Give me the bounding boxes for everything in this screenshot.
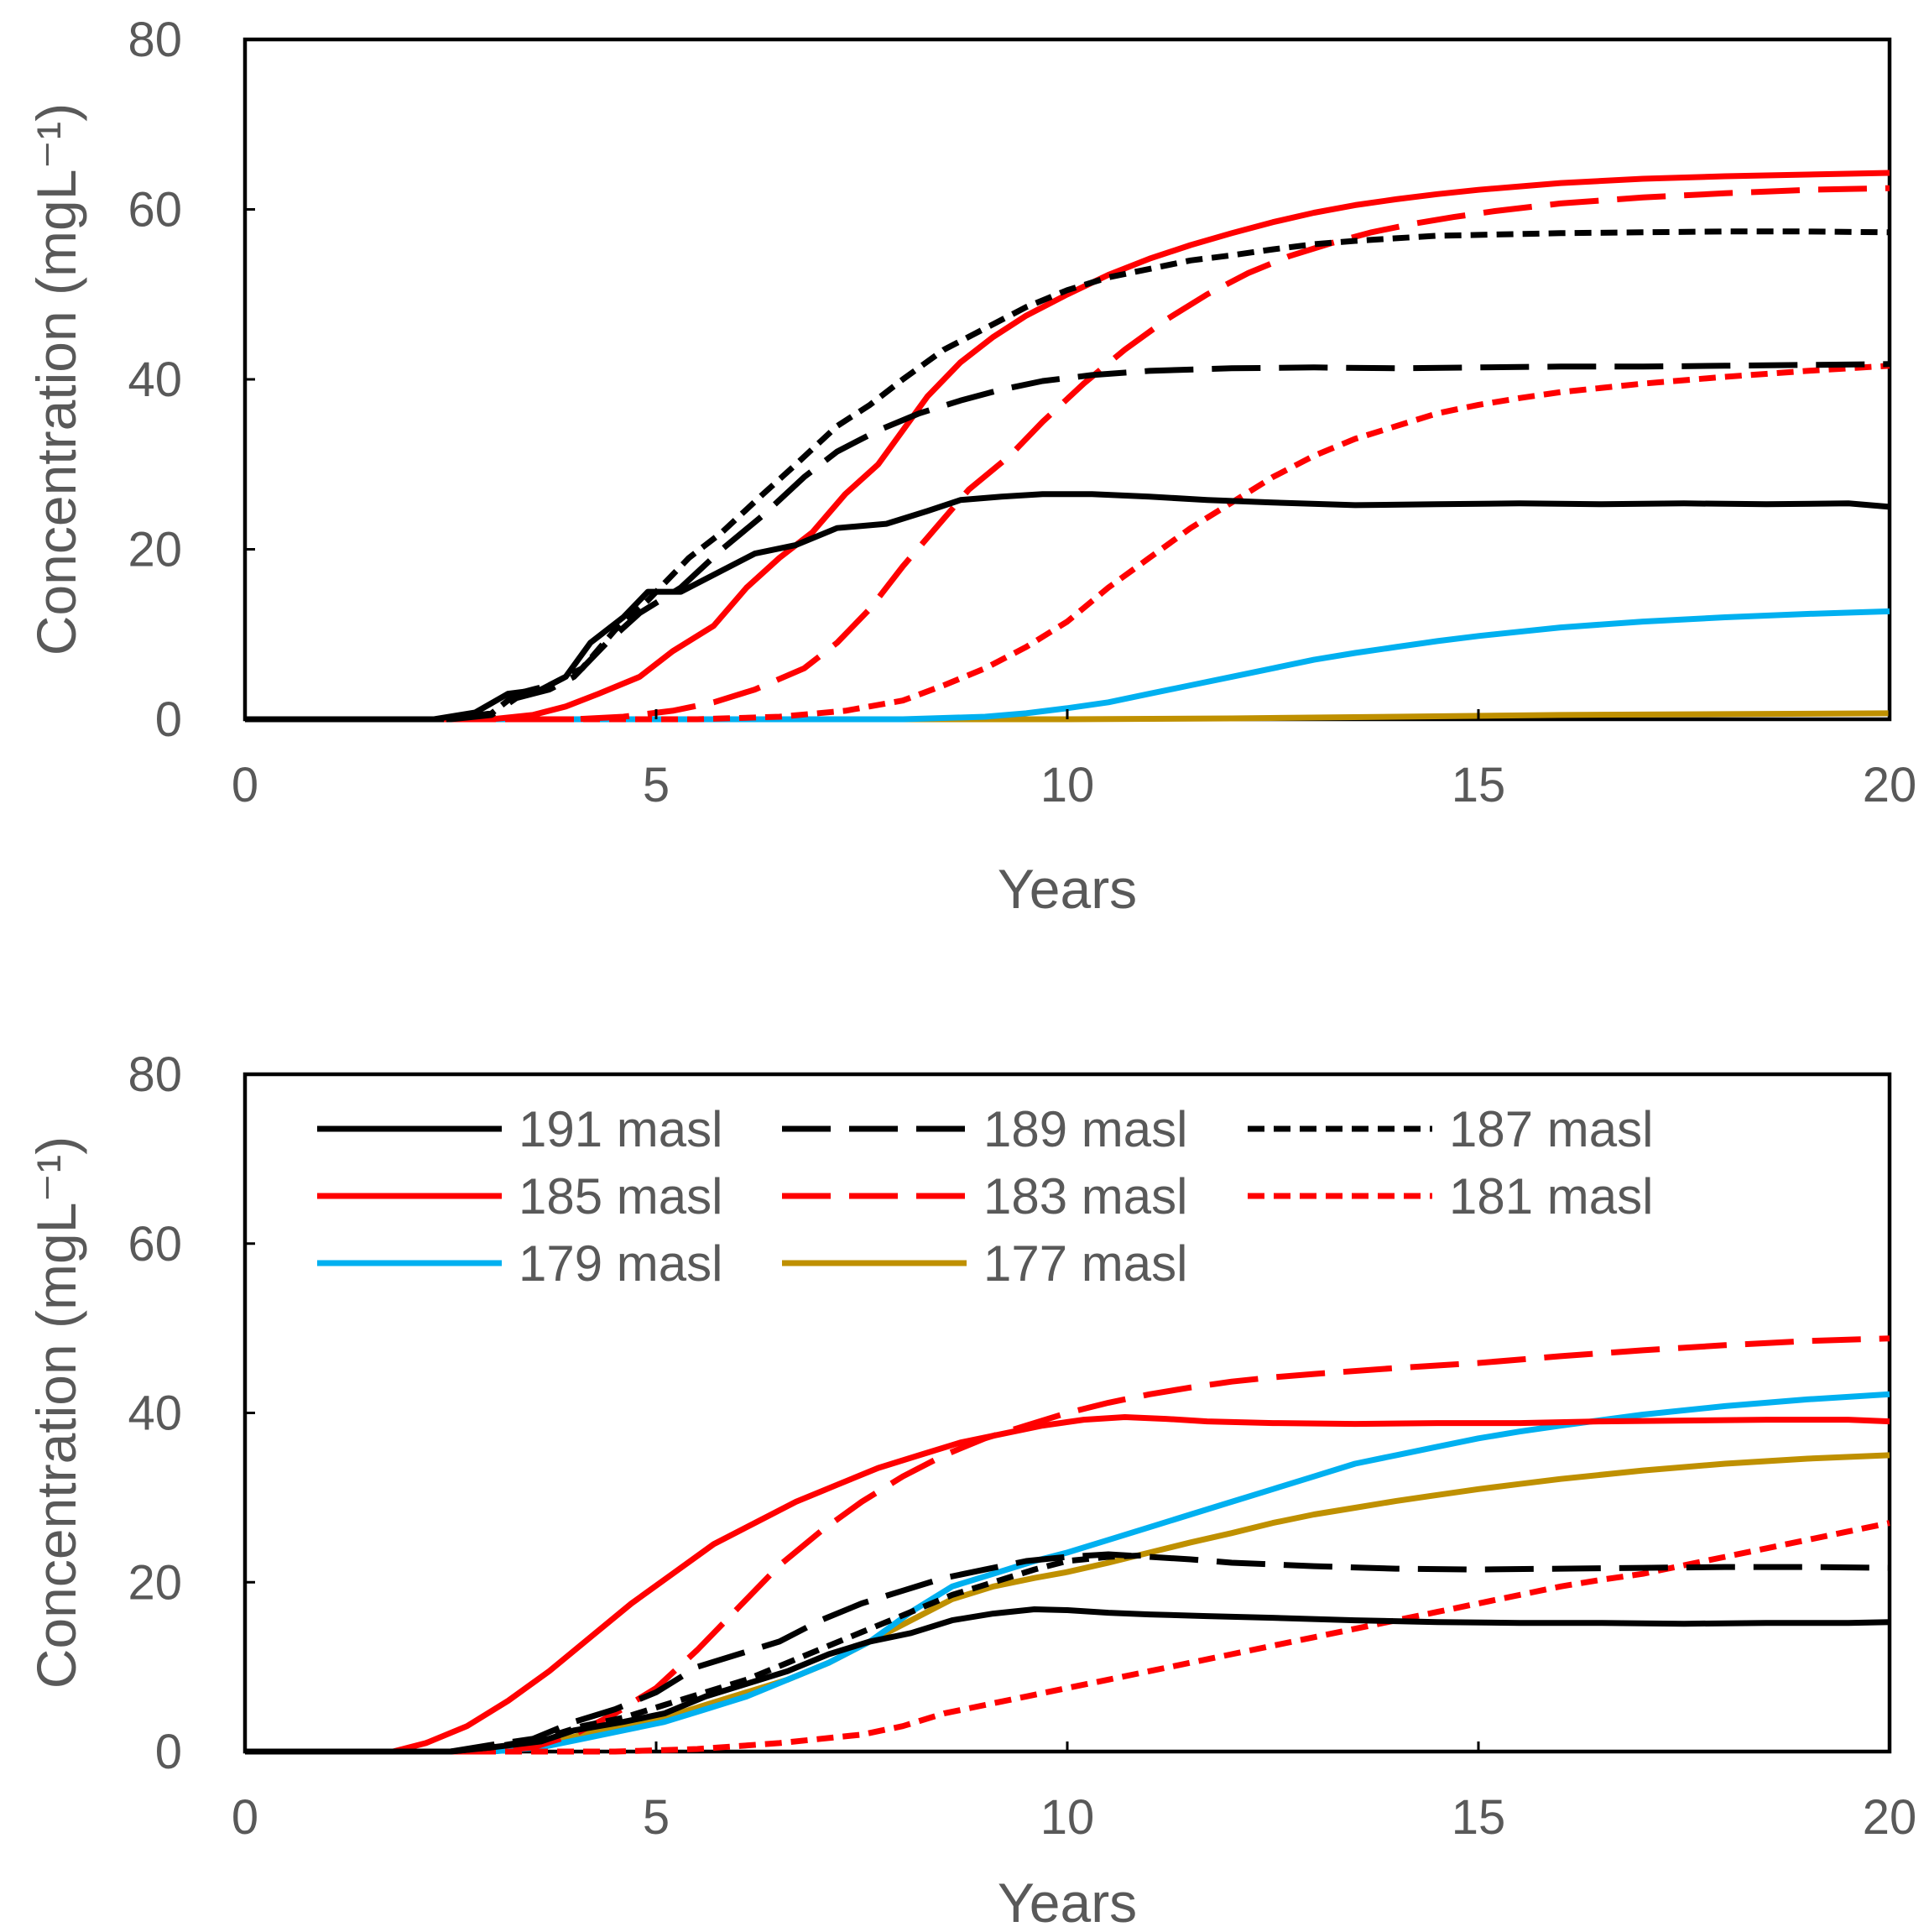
top-chart-series-183-masl — [245, 185, 1890, 723]
bottom-chart-x-axis-title: Years — [998, 1872, 1137, 1932]
bottom-chart-y-tick-label: 80 — [128, 1047, 182, 1102]
top-chart: 0 5 10 15 20 0 20 40 60 80 Years Concentration (m… — [25, 13, 1916, 920]
top-chart-x-tick-label: 5 — [643, 758, 670, 812]
top-chart-y-axis-title: Concentration (mgL⁻¹) — [25, 103, 87, 655]
bottom-chart-series-189-masl — [245, 1551, 1890, 1755]
bottom-chart-x-tick-label: 10 — [1040, 1790, 1095, 1845]
bottom-chart-y-axis-title: Concentration (mgL⁻¹) — [25, 1136, 87, 1689]
legend-label-181-masl: 181 masl — [1449, 1168, 1653, 1224]
top-chart-x-tick-label: 20 — [1863, 758, 1917, 812]
legend-label-189-masl: 189 masl — [983, 1101, 1187, 1157]
bottom-chart-x-tick-label: 5 — [643, 1790, 670, 1845]
bottom-chart-series-191-masl — [245, 1606, 1890, 1755]
top-chart-tick-layer: 0 5 10 15 20 0 20 40 60 80 — [128, 13, 1916, 812]
bottom-chart-y-tick-label: 0 — [155, 1725, 182, 1779]
bottom-chart-series-layer — [245, 1335, 1890, 1755]
bottom-chart: 0 5 10 15 20 0 20 40 60 80 191 masl 189 masl 187 ma… — [25, 1047, 1916, 1932]
legend-label-183-masl: 183 masl — [983, 1168, 1187, 1224]
top-chart-plot-area — [242, 37, 1892, 722]
top-chart-x-tick-label: 0 — [232, 758, 258, 812]
bottom-chart-tick-layer: 0 5 10 15 20 0 20 40 60 80 — [128, 1047, 1916, 1845]
bottom-chart-series-181-masl — [245, 1520, 1890, 1755]
bottom-chart-y-tick-label: 60 — [128, 1217, 182, 1271]
bottom-chart-y-tick-label: 20 — [128, 1555, 182, 1610]
top-chart-y-tick-label: 40 — [128, 352, 182, 407]
legend-label-187-masl: 187 masl — [1449, 1101, 1653, 1157]
legend-label-177-masl: 177 masl — [983, 1235, 1187, 1292]
legend-label-185-masl: 185 masl — [519, 1168, 722, 1224]
bottom-chart-x-tick-label: 0 — [232, 1790, 258, 1845]
top-chart-series-185-masl — [245, 170, 1890, 723]
top-chart-series-187-masl — [245, 228, 1890, 723]
top-chart-series-layer — [245, 170, 1890, 723]
top-chart-series-179-masl — [245, 608, 1890, 723]
bottom-chart-series-179-masl — [245, 1391, 1890, 1755]
bottom-chart-series-185-masl — [245, 1414, 1890, 1755]
top-chart-y-tick-label: 60 — [128, 183, 182, 238]
top-chart-x-tick-label: 10 — [1040, 758, 1095, 812]
bottom-chart-series-183-masl — [245, 1335, 1890, 1755]
legend-label-191-masl: 191 masl — [519, 1101, 722, 1157]
top-chart-x-axis-title: Years — [998, 858, 1137, 920]
legend-label-179-masl: 179 masl — [519, 1235, 722, 1292]
bottom-chart-x-tick-label: 15 — [1452, 1790, 1506, 1845]
bottom-chart-x-tick-label: 20 — [1863, 1790, 1917, 1845]
top-chart-x-tick-label: 15 — [1452, 758, 1506, 812]
top-chart-series-191-masl — [245, 491, 1890, 723]
top-chart-y-tick-label: 20 — [128, 523, 182, 577]
bottom-chart-y-tick-label: 40 — [128, 1386, 182, 1441]
top-chart-y-tick-label: 80 — [128, 13, 182, 67]
bottom-chart-series-177-masl — [245, 1452, 1890, 1755]
top-chart-series-181-masl — [245, 363, 1890, 723]
bottom-chart-legend: 191 masl 189 masl 187 masl 185 masl 183 masl… — [317, 1101, 1653, 1292]
top-chart-y-tick-label: 0 — [155, 692, 182, 747]
top-chart-series-189-masl — [245, 361, 1890, 723]
